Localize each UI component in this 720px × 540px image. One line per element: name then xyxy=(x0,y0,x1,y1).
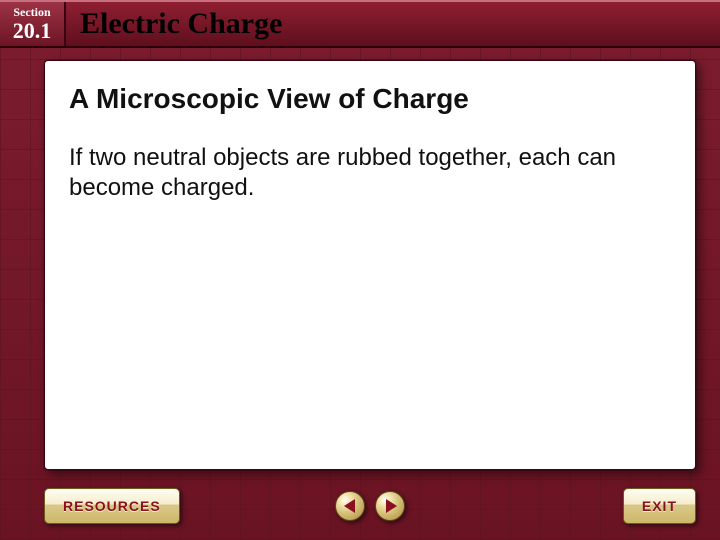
nav-bar: RESOURCES EXIT xyxy=(44,486,696,526)
slide-title: A Microscopic View of Charge xyxy=(69,83,671,115)
exit-label: EXIT xyxy=(642,498,677,514)
slide-root: Section 20.1 Electric Charge A Microscop… xyxy=(0,0,720,540)
chapter-title: Electric Charge xyxy=(66,2,720,46)
chevron-left-icon xyxy=(344,499,355,513)
header-bar: Section 20.1 Electric Charge xyxy=(0,0,720,48)
section-number: 20.1 xyxy=(13,18,52,44)
section-box: Section 20.1 xyxy=(0,2,66,46)
next-button[interactable] xyxy=(375,491,405,521)
chevron-right-icon xyxy=(386,499,397,513)
resources-label: RESOURCES xyxy=(63,498,161,514)
nav-center xyxy=(335,491,405,521)
resources-button[interactable]: RESOURCES xyxy=(44,488,180,524)
prev-button[interactable] xyxy=(335,491,365,521)
exit-button[interactable]: EXIT xyxy=(623,488,696,524)
body-text: If two neutral objects are rubbed togeth… xyxy=(69,143,671,203)
content-panel: A Microscopic View of Charge If two neut… xyxy=(44,60,696,470)
